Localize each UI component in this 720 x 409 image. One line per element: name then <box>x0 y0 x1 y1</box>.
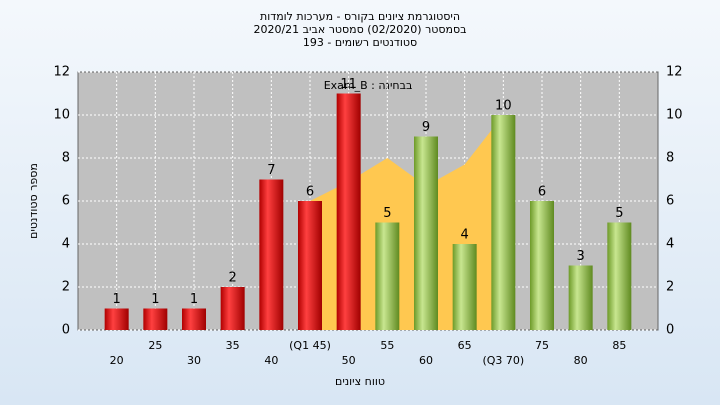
y-tick-label: 12 <box>53 65 70 80</box>
x-tick-label: 60 <box>419 354 433 367</box>
x-tick-label: 25 <box>148 339 162 352</box>
data-label: 3 <box>577 249 585 264</box>
x-tick-label: 20 <box>110 354 124 367</box>
x-tick-label: 65 <box>458 339 472 352</box>
y-tick-label: 8 <box>62 151 70 166</box>
y-axis-label: מספר סטודנטים <box>27 163 40 239</box>
data-label: 6 <box>306 185 314 200</box>
x-tick-label: 80 <box>574 354 588 367</box>
bar <box>220 287 245 330</box>
data-label: 1 <box>190 292 198 307</box>
bar <box>568 265 593 330</box>
bar <box>336 93 361 330</box>
bar <box>414 136 438 330</box>
bar <box>491 115 516 330</box>
bar <box>298 201 322 330</box>
y-tick-label: 4 <box>62 237 70 252</box>
data-label: 1 <box>113 292 121 307</box>
data-label: 4 <box>461 228 469 243</box>
x-axis-label: טווח ציונים <box>335 375 385 388</box>
x-tick-label: (Q1 45) <box>289 339 331 352</box>
y-tick-label: 6 <box>62 194 70 209</box>
y-tick-label: 2 <box>62 280 70 295</box>
data-label: 7 <box>267 163 275 178</box>
data-label: 2 <box>229 271 237 286</box>
x-tick-label: 55 <box>380 339 394 352</box>
chart-title: היסטוגרמת ציונים בקורס - מערכות לומדות <box>260 10 460 23</box>
bar <box>143 308 168 330</box>
data-label: 5 <box>615 206 623 221</box>
chart-subtitle: סטודנטים רשומים - 193 <box>303 36 417 49</box>
bar <box>375 222 400 330</box>
bar <box>259 179 284 330</box>
data-label: 1 <box>151 292 159 307</box>
x-tick-label: 30 <box>187 354 201 367</box>
bar <box>104 308 129 330</box>
x-tick-label: (Q3 70) <box>482 354 524 367</box>
y2-tick-label: 0 <box>666 323 674 338</box>
data-label: 11 <box>340 77 357 92</box>
bar <box>452 244 477 330</box>
x-tick-label: 85 <box>612 339 626 352</box>
y2-tick-label: 12 <box>666 65 683 80</box>
data-label: 9 <box>422 120 430 135</box>
y-tick-label: 0 <box>62 323 70 338</box>
chart-subtitle: בסמסטר (02/2020) סמסטר אביב 2020/21 <box>253 23 466 36</box>
y-tick-label: 10 <box>53 108 70 123</box>
y2-tick-label: 2 <box>666 280 674 295</box>
data-label: 10 <box>495 99 512 114</box>
x-tick-label: 75 <box>535 339 549 352</box>
y2-tick-label: 10 <box>666 108 683 123</box>
y2-tick-label: 4 <box>666 237 674 252</box>
data-label: 6 <box>538 185 546 200</box>
annotation: בבחינה : Exam_B <box>324 79 413 92</box>
y2-tick-label: 8 <box>666 151 674 166</box>
data-label: 5 <box>383 206 391 221</box>
x-tick-label: 40 <box>264 354 278 367</box>
bar <box>182 308 206 330</box>
y2-tick-label: 6 <box>666 194 674 209</box>
x-tick-label: 35 <box>226 339 240 352</box>
bar <box>530 201 554 330</box>
x-tick-label: 50 <box>342 354 356 367</box>
bar <box>607 222 632 330</box>
